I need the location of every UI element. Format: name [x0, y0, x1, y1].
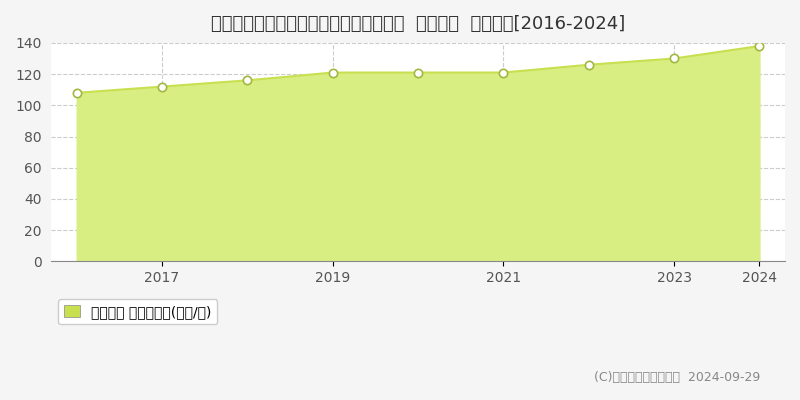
Legend: 基準地価 平均坪単価(万円/坪): 基準地価 平均坪単価(万円/坪)	[58, 299, 218, 324]
Title: 東京都大田区大森南一丁目１６４番５外  基準地価  地価推移[2016-2024]: 東京都大田区大森南一丁目１６４番５外 基準地価 地価推移[2016-2024]	[211, 15, 625, 33]
Text: (C)土地価格ドットコム  2024-09-29: (C)土地価格ドットコム 2024-09-29	[594, 371, 760, 384]
